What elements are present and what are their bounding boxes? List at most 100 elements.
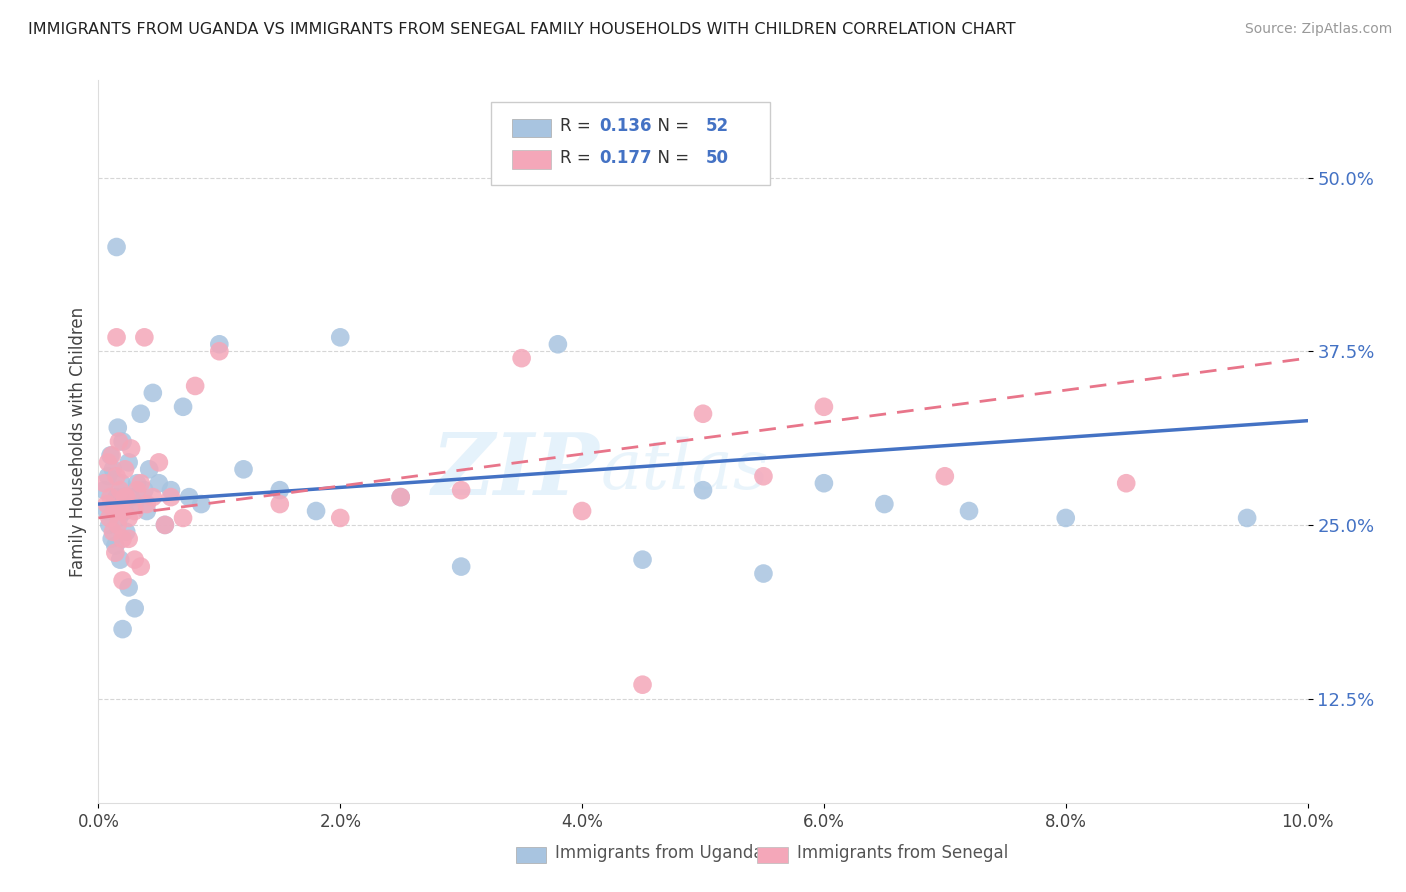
Point bbox=[813, 476, 835, 491]
Point bbox=[98, 517, 121, 532]
Text: IMMIGRANTS FROM UGANDA VS IMMIGRANTS FROM SENEGAL FAMILY HOUSEHOLDS WITH CHILDRE: IMMIGRANTS FROM UGANDA VS IMMIGRANTS FRO… bbox=[28, 22, 1015, 37]
Point bbox=[450, 559, 472, 574]
Point bbox=[450, 483, 472, 498]
Point bbox=[107, 517, 129, 532]
Point bbox=[510, 351, 533, 366]
Text: Immigrants from Senegal: Immigrants from Senegal bbox=[797, 844, 1008, 862]
Point bbox=[232, 462, 254, 476]
Point bbox=[111, 532, 134, 546]
FancyBboxPatch shape bbox=[512, 119, 551, 137]
Point bbox=[934, 469, 956, 483]
Point bbox=[100, 449, 122, 463]
Point bbox=[118, 532, 141, 546]
Point bbox=[104, 539, 127, 553]
Point bbox=[110, 476, 132, 491]
Point bbox=[108, 552, 131, 566]
Point bbox=[1054, 511, 1077, 525]
Point bbox=[631, 552, 654, 566]
Point bbox=[124, 552, 146, 566]
Point bbox=[115, 490, 138, 504]
Point bbox=[129, 407, 152, 421]
Point bbox=[134, 330, 156, 344]
Point bbox=[134, 483, 156, 498]
Point bbox=[129, 559, 152, 574]
Point bbox=[752, 469, 775, 483]
Point bbox=[118, 511, 141, 525]
Point bbox=[269, 497, 291, 511]
Point bbox=[111, 574, 134, 588]
Point bbox=[105, 490, 128, 504]
Point bbox=[172, 400, 194, 414]
Point bbox=[127, 476, 149, 491]
Point bbox=[101, 462, 124, 476]
Point bbox=[118, 581, 141, 595]
Text: Immigrants from Uganda: Immigrants from Uganda bbox=[555, 844, 763, 862]
Text: 52: 52 bbox=[706, 117, 728, 135]
FancyBboxPatch shape bbox=[758, 847, 787, 863]
Point bbox=[93, 483, 115, 498]
Point bbox=[114, 462, 136, 476]
Point bbox=[160, 483, 183, 498]
Point bbox=[1115, 476, 1137, 491]
Point bbox=[115, 524, 138, 539]
Point bbox=[108, 434, 131, 449]
Point bbox=[124, 504, 146, 518]
Text: 50: 50 bbox=[706, 149, 728, 167]
FancyBboxPatch shape bbox=[492, 102, 769, 185]
Point bbox=[142, 490, 165, 504]
Point bbox=[389, 490, 412, 504]
Point bbox=[120, 490, 142, 504]
Point bbox=[547, 337, 569, 351]
Point bbox=[179, 490, 201, 504]
Point bbox=[129, 476, 152, 491]
Point bbox=[101, 524, 124, 539]
Point bbox=[957, 504, 980, 518]
Point bbox=[108, 511, 131, 525]
Point bbox=[692, 407, 714, 421]
Point bbox=[208, 344, 231, 359]
Point bbox=[127, 483, 149, 498]
Point bbox=[190, 497, 212, 511]
Point bbox=[114, 490, 136, 504]
Point bbox=[1236, 511, 1258, 525]
Point bbox=[305, 504, 328, 518]
FancyBboxPatch shape bbox=[516, 847, 546, 863]
Point bbox=[571, 504, 593, 518]
Point bbox=[96, 497, 118, 511]
Point bbox=[329, 330, 352, 344]
Point bbox=[142, 385, 165, 400]
Point bbox=[153, 517, 176, 532]
Y-axis label: Family Households with Children: Family Households with Children bbox=[69, 307, 87, 576]
Point bbox=[329, 511, 352, 525]
Text: R =: R = bbox=[561, 117, 596, 135]
Text: atlas: atlas bbox=[600, 437, 769, 504]
Point bbox=[118, 455, 141, 469]
Text: N =: N = bbox=[647, 117, 695, 135]
Point bbox=[114, 504, 136, 518]
Point bbox=[208, 337, 231, 351]
Point bbox=[692, 483, 714, 498]
Point bbox=[100, 449, 122, 463]
Point bbox=[160, 490, 183, 504]
Point bbox=[105, 330, 128, 344]
Point bbox=[148, 455, 170, 469]
Point bbox=[631, 678, 654, 692]
Text: N =: N = bbox=[647, 149, 695, 167]
Point bbox=[97, 469, 120, 483]
Point bbox=[100, 490, 122, 504]
Text: ZIP: ZIP bbox=[433, 429, 600, 512]
Point bbox=[873, 497, 896, 511]
Point bbox=[135, 504, 157, 518]
Point bbox=[138, 462, 160, 476]
Point bbox=[108, 483, 131, 498]
Point bbox=[120, 442, 142, 456]
Point bbox=[269, 483, 291, 498]
Point bbox=[111, 434, 134, 449]
Point bbox=[752, 566, 775, 581]
Point bbox=[105, 240, 128, 254]
Point bbox=[111, 622, 134, 636]
Point bbox=[96, 504, 118, 518]
Point bbox=[105, 469, 128, 483]
Point bbox=[98, 511, 121, 525]
Point bbox=[172, 511, 194, 525]
